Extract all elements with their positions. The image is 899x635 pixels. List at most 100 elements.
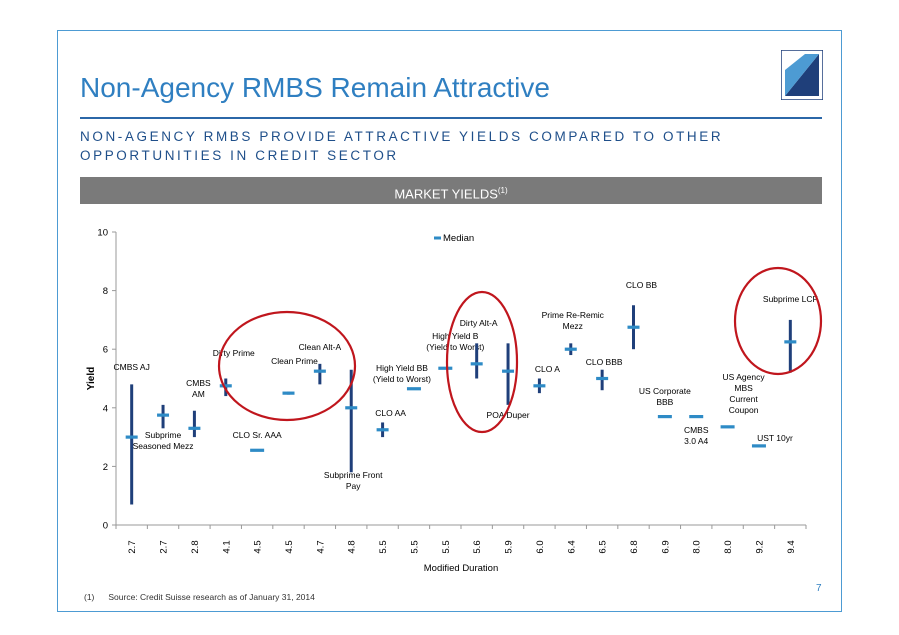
x-tick-label: 2.7	[127, 540, 138, 553]
point-label-line: Prime Re-Remic	[542, 310, 605, 320]
point-label-line: CLO Sr. AAA	[233, 430, 282, 440]
point-label-line: High Yield BB	[376, 363, 428, 373]
y-tick-label: 10	[97, 228, 108, 239]
x-tick-label: 2.7	[159, 540, 170, 553]
x-tick-label: 5.5	[441, 540, 452, 553]
point-label: Clean Alt-A	[299, 342, 342, 352]
x-tick-label: 5.6	[472, 540, 483, 553]
x-tick-label: 5.5	[378, 540, 389, 553]
point-label: US Corporate BBB	[639, 386, 691, 407]
slide-title: Non-Agency RMBS Remain Attractive	[80, 72, 550, 103]
x-tick-label: 6.5	[598, 540, 609, 553]
x-tick-label: 4.5	[284, 540, 295, 553]
point-label-line: Pay	[346, 481, 361, 491]
x-tick-label: 4.1	[221, 540, 232, 553]
point-label-line: CLO BBB	[586, 357, 623, 367]
point-label: CLO BB	[626, 280, 658, 290]
point-label-line: Coupon	[729, 405, 759, 415]
point-label-line: Dirty Prime	[213, 348, 255, 358]
x-tick-label: 9.4	[786, 540, 797, 553]
point-label: Dirty Prime	[213, 348, 255, 358]
point-label: Subprime Front Pay	[324, 470, 383, 491]
x-tick-label: 8.0	[692, 540, 703, 553]
point-label: Subprime LCF	[763, 294, 818, 304]
point-label-line: CMBS	[684, 425, 709, 435]
title-rule	[80, 117, 822, 119]
x-tick-label: 8.0	[723, 540, 734, 553]
highlight-circle-alt-a	[445, 290, 519, 434]
point-label: High Yield BB (Yield to Worst)	[373, 363, 431, 384]
point-label: Subprime Seasoned Mezz	[133, 430, 194, 451]
x-tick-label: 4.7	[315, 540, 326, 553]
banner-footnote-ref: (1)	[497, 186, 508, 195]
point-label-line: US Agency	[723, 372, 766, 382]
highlight-circle-prime	[217, 310, 357, 422]
footnote: (1) Source: Credit Suisse research as of …	[84, 592, 329, 602]
point-label-line: (Yield to Worst)	[373, 374, 431, 384]
market-yields-banner: MARKET YIELDS(1)	[80, 177, 822, 204]
x-tick-label: 6.9	[660, 540, 671, 553]
y-tick-label: 4	[103, 403, 108, 414]
point-label-line: Subprime	[145, 430, 182, 440]
x-tick-label: 4.8	[347, 540, 358, 553]
x-tick-label: 5.9	[504, 540, 515, 553]
point-label-line: Subprime LCF	[763, 294, 818, 304]
point-label-line: CMBS	[186, 378, 211, 388]
point-label-line: CLO AA	[375, 408, 406, 418]
company-logo	[781, 50, 823, 100]
slide-subtitle: NON-AGENCY RMBS PROVIDE ATTRACTIVE YIELD…	[80, 129, 724, 163]
point-label: CLO AA	[375, 408, 406, 418]
point-label: CLO Sr. AAA	[233, 430, 282, 440]
banner-label: MARKET YIELDS	[394, 186, 498, 202]
point-label-line: Seasoned Mezz	[133, 441, 194, 451]
point-label-line: Clean Alt-A	[299, 342, 342, 352]
point-label-line: CLO BB	[626, 280, 658, 290]
point-label-line: Current	[729, 394, 758, 404]
point-label-line: BBB	[656, 397, 673, 407]
point-label-line: UST 10yr	[757, 433, 793, 443]
point-label: US Agency MBS Current Coupon	[723, 372, 766, 415]
point-label: CLO A	[535, 364, 560, 374]
x-tick-label: 6.8	[629, 540, 640, 553]
point-label-line: MBS	[734, 383, 753, 393]
point-label-line: POA Duper	[487, 410, 530, 420]
x-tick-label: 6.0	[535, 540, 546, 553]
footnote-marker: (1)	[84, 592, 95, 602]
point-label-line: Subprime Front	[324, 470, 383, 480]
point-label-line: 3.0 A4	[684, 436, 708, 446]
point-label-line: (Yield to Worst)	[426, 342, 484, 352]
point-label-line: AM	[192, 389, 205, 399]
page-number: 7	[816, 583, 822, 594]
y-axis-title: Yield	[86, 367, 97, 391]
legend-median-label: Median	[443, 233, 474, 244]
point-label: CMBS AJ	[113, 362, 149, 372]
point-label: CLO BBB	[586, 357, 623, 367]
point-label: High Yield B (Yield to Worst)	[426, 331, 484, 352]
point-label-line: Mezz	[563, 321, 583, 331]
point-label-line: CLO A	[535, 364, 560, 374]
slide-frame	[57, 30, 842, 612]
point-label: Prime Re-Remic Mezz	[542, 310, 605, 331]
x-tick-label: 4.5	[253, 540, 264, 553]
point-label: CMBS 3.0 A4	[684, 425, 709, 446]
footnote-text: Source: Credit Suisse research as of Jan…	[108, 592, 315, 602]
point-label-line: Clean Prime	[271, 356, 318, 366]
x-axis-title: Modified Duration	[424, 563, 498, 574]
point-label: Dirty Alt-A	[460, 318, 498, 328]
x-tick-label: 9.2	[754, 540, 765, 553]
point-label: Clean Prime	[271, 356, 318, 366]
x-tick-label: 2.8	[190, 540, 201, 553]
highlight-circle-subprime-lcf	[733, 266, 823, 376]
y-tick-label: 8	[103, 286, 108, 297]
point-label: UST 10yr	[757, 433, 793, 443]
point-label-line: High Yield B	[432, 331, 479, 341]
point-label: CMBS AM	[186, 378, 211, 399]
point-label: POA Duper	[487, 410, 530, 420]
y-tick-label: 0	[103, 521, 108, 532]
x-tick-label: 6.4	[566, 540, 577, 553]
point-label-line: Dirty Alt-A	[460, 318, 498, 328]
point-label-line: US Corporate	[639, 386, 691, 396]
y-tick-label: 6	[103, 345, 108, 356]
x-tick-label: 5.5	[409, 540, 420, 553]
